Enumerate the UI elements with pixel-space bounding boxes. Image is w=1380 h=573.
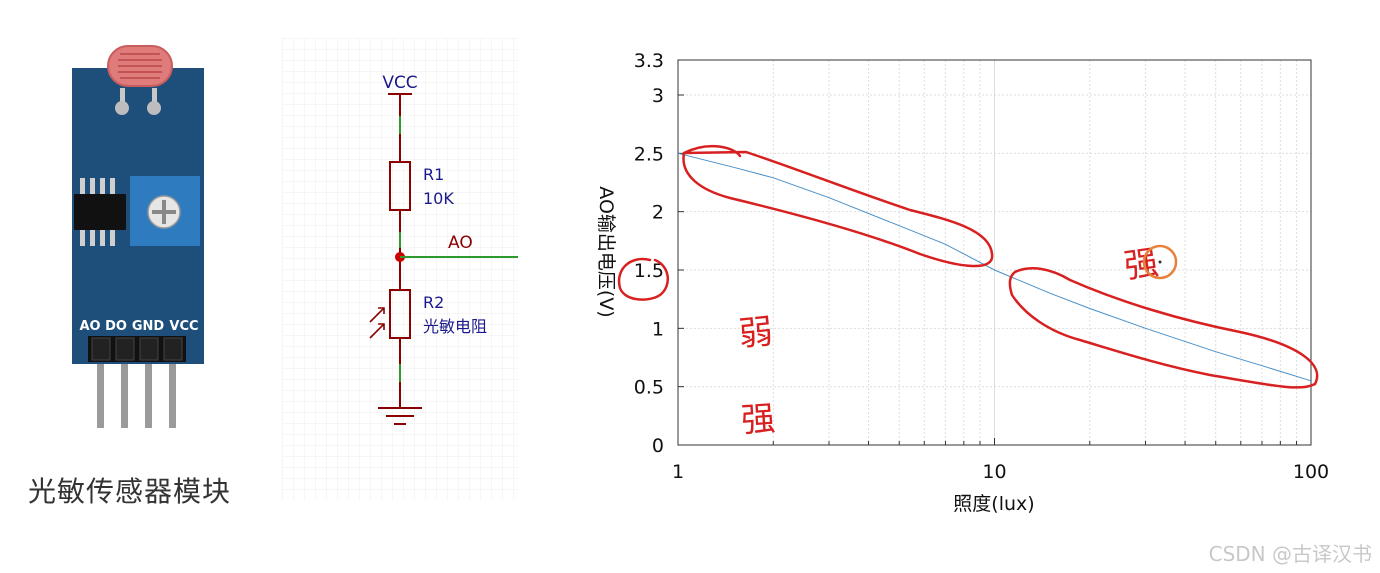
handwritten-weak: 弱 (737, 312, 775, 355)
chart-grid (678, 60, 1311, 445)
y-tick-label: 1 (652, 318, 664, 340)
module-caption: 光敏传感器模块 (28, 475, 232, 508)
chart-ticks: 0 0.5 1 1.5 2 2.5 3 3.3 1 10 100 (634, 50, 1329, 483)
y-tick-label: 3.3 (634, 50, 664, 72)
orange-cursor-dot (1158, 260, 1162, 264)
y-tick-label: 0.5 (634, 377, 664, 399)
r2-value: 光敏电阻 (423, 317, 487, 336)
y-tick-label: 0 (652, 435, 664, 457)
x-tick-label: 10 (982, 461, 1006, 483)
ao-voltage-vs-illuminance-chart: 0 0.5 1 1.5 2 2.5 3 3.3 1 10 100 照度(lux) AO输出电压(V)… (595, 50, 1329, 515)
sensor-module-illustration: AO DO GND VCC (72, 45, 204, 428)
ao-label: AO (448, 233, 473, 253)
r1-name: R1 (423, 165, 444, 184)
comparator-chip-icon (74, 178, 126, 246)
pin-label-do: DO (105, 319, 127, 334)
series-line (677, 152, 1312, 382)
handwritten-strong-right: 强 (1122, 243, 1161, 287)
light-arrows-icon (369, 307, 385, 339)
y-axis-label: AO输出电压(V) (595, 186, 617, 317)
pin-label-vcc: VCC (169, 319, 198, 334)
vcc-label: VCC (382, 73, 417, 93)
pin-legs (97, 340, 176, 428)
r2-name: R2 (423, 293, 444, 312)
r1-value: 10K (423, 189, 454, 208)
pin-label-gnd: GND (132, 319, 165, 334)
handwritten-strong-bottom: 强 (740, 399, 777, 441)
y-tick-label: 2 (652, 202, 664, 224)
x-tick-label: 1 (672, 461, 684, 483)
y-tick-label: 2.5 (634, 143, 664, 165)
pin-label-ao: AO (79, 319, 100, 334)
y-tick-label: 3 (652, 85, 664, 107)
x-tick-label: 100 (1293, 461, 1329, 483)
circled-1-5-annotation (617, 257, 669, 301)
schematic-diagram: VCC R1 10K AO R2 光敏电阻 (282, 38, 518, 500)
weak-light-loop (682, 144, 994, 268)
ground-icon (378, 407, 422, 425)
x-axis-label: 照度(lux) (953, 493, 1034, 515)
strong-light-loop (1008, 267, 1319, 389)
photoresistor-icon (107, 45, 173, 87)
handwritten-annotations (617, 144, 1319, 389)
potentiometer-icon (130, 176, 200, 246)
csdn-watermark: CSDN @古译汉书 (1208, 542, 1372, 566)
orange-cursor-circle (1142, 244, 1178, 280)
y-tick-label: 1.5 (634, 260, 664, 282)
pin-header (88, 336, 186, 362)
